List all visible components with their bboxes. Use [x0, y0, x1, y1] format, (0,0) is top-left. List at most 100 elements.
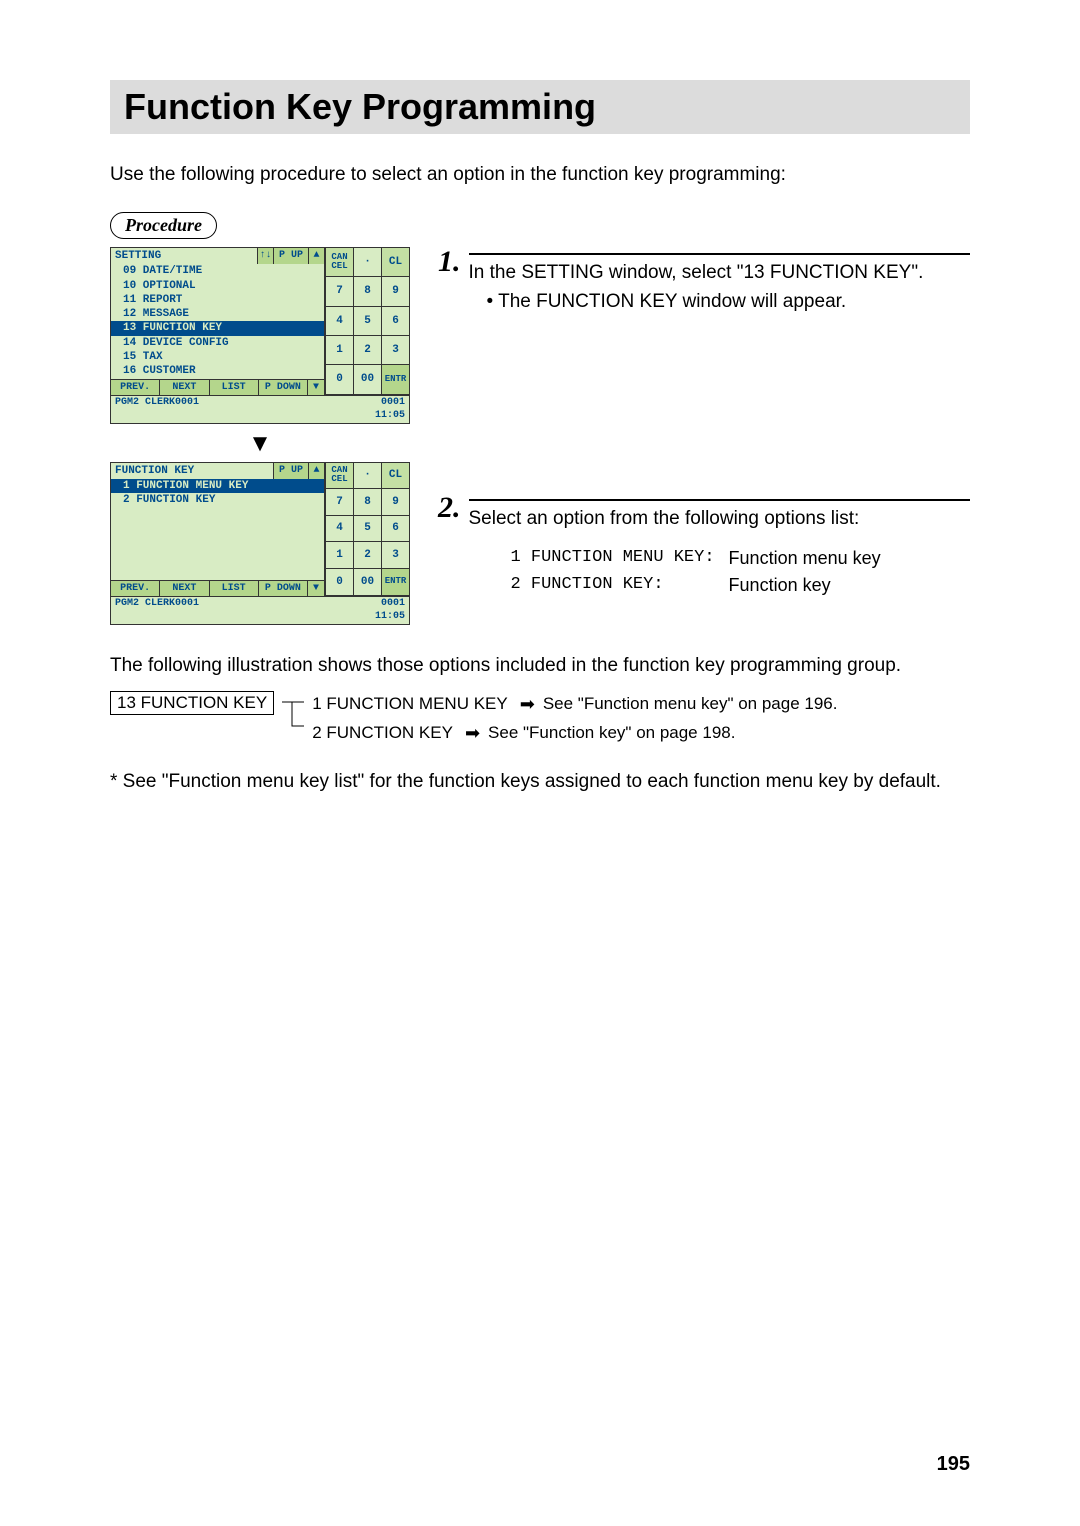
keypad-dot[interactable]: · — [353, 463, 381, 490]
keypad-3[interactable]: 3 — [381, 542, 409, 569]
term2-title: FUNCTION KEY — [111, 463, 273, 479]
step-2-number: 2. — [438, 493, 461, 523]
term1-prev-button[interactable]: PREV. — [111, 380, 160, 395]
term2-item-selected[interactable]: 1 FUNCTION MENU KEY — [111, 479, 324, 493]
keypad-2[interactable]: 2 — [353, 542, 381, 569]
keypad-5[interactable]: 5 — [353, 307, 381, 336]
term1-next-button[interactable]: NEXT — [160, 380, 209, 395]
term1-item[interactable]: 14 DEVICE CONFIG — [111, 336, 324, 350]
term1-item[interactable]: 09 DATE/TIME — [111, 264, 324, 278]
keypad-9[interactable]: 9 — [381, 277, 409, 306]
term2-pup-button[interactable]: P UP — [273, 463, 308, 479]
step-2-text: Select an option from the following opti… — [469, 505, 971, 533]
step-1-bullet: • The FUNCTION KEY window will appear. — [487, 291, 971, 313]
page-number: 195 — [937, 1453, 970, 1476]
tree-root: 13 FUNCTION KEY — [110, 691, 274, 715]
term2-status-left: PGM2 CLERK0001 — [115, 597, 381, 610]
right-arrow-icon: ➡ — [520, 691, 535, 718]
keypad-cl[interactable]: CL — [381, 248, 409, 277]
keypad-cancel[interactable]: CANCEL — [325, 248, 353, 277]
term1-title: SETTING — [111, 248, 257, 264]
option-desc: Function menu key — [729, 546, 893, 571]
footnote: * See "Function menu key list" for the f… — [110, 771, 970, 793]
keypad-dot[interactable]: · — [353, 248, 381, 277]
term1-item[interactable]: 11 REPORT — [111, 293, 324, 307]
term2-down-arrow-icon[interactable]: ▼ — [308, 581, 324, 596]
term2-item[interactable]: 2 FUNCTION KEY — [111, 493, 324, 507]
terminal-screen-2: FUNCTION KEY P UP ▲ 1 FUNCTION MENU KEY … — [110, 462, 410, 625]
term1-down-arrow-icon[interactable]: ▼ — [308, 380, 324, 395]
tree-connector-icon — [282, 691, 304, 737]
option-code: 2 FUNCTION KEY: — [511, 573, 727, 598]
keypad-enter[interactable]: ENTR — [381, 569, 409, 596]
intro-text: Use the following procedure to select an… — [110, 164, 970, 186]
title-bar: Function Key Programming — [110, 80, 970, 134]
term2-prev-button[interactable]: PREV. — [111, 581, 160, 596]
term1-pup-button[interactable]: P UP — [273, 248, 308, 264]
term2-time: 11:05 — [111, 610, 409, 624]
keypad-2[interactable]: 2 — [353, 336, 381, 365]
keypad-7[interactable]: 7 — [325, 277, 353, 306]
tree-branch-ref: See "Function key" on page 198. — [488, 720, 735, 746]
procedure-label: Procedure — [110, 212, 217, 239]
term2-list-button[interactable]: LIST — [210, 581, 259, 596]
keypad-cl[interactable]: CL — [381, 463, 409, 490]
option-row: 2 FUNCTION KEY: Function key — [511, 573, 893, 598]
term1-item-selected[interactable]: 13 FUNCTION KEY — [111, 321, 324, 335]
step-1-text: In the SETTING window, select "13 FUNCTI… — [469, 259, 971, 287]
term1-item[interactable]: 10 OPTIONAL — [111, 279, 324, 293]
term1-time: 11:05 — [111, 409, 409, 423]
term1-item[interactable]: 12 MESSAGE — [111, 307, 324, 321]
step-1-number: 1. — [438, 247, 461, 277]
keypad-6[interactable]: 6 — [381, 307, 409, 336]
option-code: 1 FUNCTION MENU KEY: — [511, 546, 727, 571]
keypad-1[interactable]: 1 — [325, 542, 353, 569]
term2-pdown-button[interactable]: P DOWN — [259, 581, 308, 596]
keypad-0[interactable]: 0 — [325, 569, 353, 596]
term2-next-button[interactable]: NEXT — [160, 581, 209, 596]
option-row: 1 FUNCTION MENU KEY: Function menu key — [511, 546, 893, 571]
tree-branch: 1 FUNCTION MENU KEY ➡ See "Function menu… — [312, 691, 970, 718]
term2-status-right: 0001 — [381, 597, 405, 610]
tree-branch: 2 FUNCTION KEY ➡ See "Function key" on p… — [312, 720, 970, 747]
keypad-6[interactable]: 6 — [381, 516, 409, 543]
term2-keypad: CANCEL · CL 7 8 9 4 5 6 1 2 3 0 00 — [325, 463, 409, 596]
options-table: 1 FUNCTION MENU KEY: Function menu key 2… — [509, 544, 895, 600]
step-1: 1. In the SETTING window, select "13 FUN… — [438, 247, 970, 313]
keypad-cancel[interactable]: CANCEL — [325, 463, 353, 490]
keypad-0[interactable]: 0 — [325, 365, 353, 394]
keypad-8[interactable]: 8 — [353, 277, 381, 306]
term1-item[interactable]: 15 TAX — [111, 350, 324, 364]
tree-branch-ref: See "Function menu key" on page 196. — [543, 691, 838, 717]
keypad-8[interactable]: 8 — [353, 489, 381, 516]
term1-updown-icon: ↑↓ — [257, 248, 273, 264]
option-desc: Function key — [729, 573, 893, 598]
keypad-enter[interactable]: ENTR — [381, 365, 409, 394]
right-arrow-icon: ➡ — [465, 720, 480, 747]
keypad-7[interactable]: 7 — [325, 489, 353, 516]
keypad-00[interactable]: 00 — [353, 569, 381, 596]
term1-list-button[interactable]: LIST — [210, 380, 259, 395]
keypad-3[interactable]: 3 — [381, 336, 409, 365]
term1-keypad: CANCEL · CL 7 8 9 4 5 6 1 2 3 0 00 — [325, 248, 409, 395]
illustration-intro: The following illustration shows those o… — [110, 655, 970, 677]
keypad-00[interactable]: 00 — [353, 365, 381, 394]
keypad-4[interactable]: 4 — [325, 516, 353, 543]
term1-pdown-button[interactable]: P DOWN — [259, 380, 308, 395]
term2-up-arrow-icon[interactable]: ▲ — [308, 463, 324, 479]
tree-branch-label: 1 FUNCTION MENU KEY — [312, 691, 508, 717]
terminal-screen-1: SETTING ↑↓ P UP ▲ 09 DATE/TIME 10 OPTION… — [110, 247, 410, 424]
option-tree: 13 FUNCTION KEY 1 FUNCTION MENU KEY ➡ Se… — [110, 691, 970, 749]
keypad-1[interactable]: 1 — [325, 336, 353, 365]
tree-branch-label: 2 FUNCTION KEY — [312, 720, 453, 746]
page-title: Function Key Programming — [124, 86, 960, 128]
keypad-9[interactable]: 9 — [381, 489, 409, 516]
down-arrow-icon: ▼ — [110, 430, 410, 458]
term1-up-arrow-icon[interactable]: ▲ — [308, 248, 324, 264]
term1-status-right: 0001 — [381, 396, 405, 409]
term1-item[interactable]: 16 CUSTOMER — [111, 364, 324, 378]
keypad-5[interactable]: 5 — [353, 516, 381, 543]
keypad-4[interactable]: 4 — [325, 307, 353, 336]
term1-status-left: PGM2 CLERK0001 — [115, 396, 381, 409]
step-2: 2. Select an option from the following o… — [438, 493, 970, 601]
